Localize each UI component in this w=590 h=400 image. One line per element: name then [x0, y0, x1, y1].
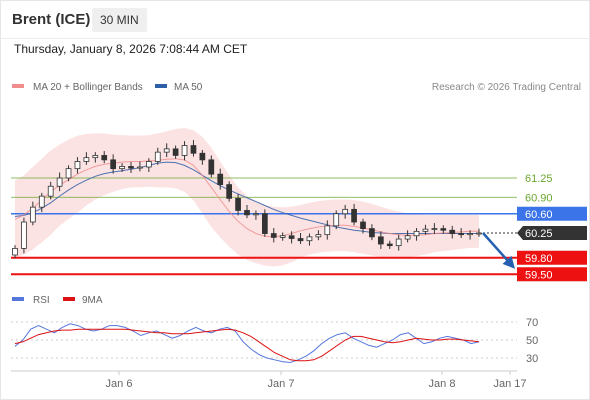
candle — [164, 149, 169, 152]
candle — [459, 234, 464, 235]
rsi-ma-legend-swatch — [63, 297, 75, 301]
candle — [236, 198, 241, 210]
candle — [120, 166, 125, 168]
support-label-59-80: 59.80 — [525, 253, 553, 265]
x-label-jan-7: Jan 7 — [268, 378, 295, 390]
credit-text: Research © 2026 Trading Central — [432, 82, 581, 93]
candle — [334, 214, 339, 226]
candle — [387, 244, 392, 246]
candle — [93, 155, 98, 157]
candle — [253, 214, 258, 215]
rsi-tick-50: 50 — [526, 335, 538, 347]
last-price-label: 60.25 — [525, 228, 553, 240]
candle — [441, 229, 446, 231]
candle — [30, 207, 35, 222]
candle — [146, 162, 151, 168]
candle — [298, 239, 303, 241]
candle — [325, 226, 330, 235]
candle — [200, 153, 205, 160]
candle — [396, 239, 401, 246]
candle — [84, 158, 89, 162]
price-pane: 61.25 60.90 60.60 60.25 59.80 59.50 — [11, 128, 587, 281]
x-label-jan-8: Jan 8 — [429, 378, 456, 390]
candle — [343, 209, 348, 213]
rsi-tick-30: 30 — [526, 353, 538, 365]
candle — [66, 169, 71, 178]
candle — [75, 162, 80, 169]
candle — [102, 155, 107, 159]
candle — [271, 234, 276, 238]
candle — [432, 229, 437, 230]
candle — [155, 152, 160, 161]
candle — [111, 160, 116, 169]
target-label-60-90: 60.90 — [525, 192, 553, 204]
candle — [307, 237, 312, 241]
candle — [378, 237, 383, 244]
candle — [450, 230, 455, 233]
candle — [227, 185, 232, 199]
ma50-legend-label: MA 50 — [174, 82, 203, 93]
rsi-legend-label: RSI — [33, 295, 50, 306]
support-label-59-50: 59.50 — [525, 269, 553, 281]
candle — [361, 222, 366, 229]
candle — [209, 160, 214, 174]
candle — [173, 149, 178, 156]
candle — [280, 236, 285, 238]
candle — [57, 178, 62, 186]
pivot-label-60-60: 60.60 — [525, 209, 553, 221]
candle — [262, 214, 267, 234]
ma20-legend-swatch — [12, 84, 24, 88]
target-label-61-25: 61.25 — [525, 173, 553, 185]
candle — [218, 174, 223, 184]
candle — [137, 167, 142, 168]
x-label-jan-6: Jan 6 — [106, 378, 133, 390]
candle — [13, 248, 18, 255]
candle — [316, 235, 321, 237]
x-label-jan-17: Jan 17 — [493, 378, 526, 390]
rsi-tick-70: 70 — [526, 317, 538, 329]
rsi-ma-legend-label: 9MA — [82, 295, 103, 306]
candle — [182, 146, 187, 156]
candle — [289, 236, 294, 239]
candle — [468, 234, 473, 235]
candle — [245, 210, 250, 214]
candle — [477, 233, 482, 234]
candle — [48, 186, 53, 196]
candle — [414, 231, 419, 235]
candle — [39, 196, 44, 207]
candle — [129, 166, 134, 168]
candle — [369, 229, 374, 237]
ma20-legend-label: MA 20 + Bollinger Bands — [33, 82, 143, 93]
candle — [423, 229, 428, 231]
candle — [21, 222, 26, 248]
candle — [191, 146, 196, 154]
candle — [405, 236, 410, 239]
rsi-legend-swatch — [12, 297, 24, 301]
candle — [352, 209, 357, 222]
ma50-legend-swatch — [155, 84, 167, 88]
rsi-pane: 70 50 30 — [11, 317, 538, 365]
